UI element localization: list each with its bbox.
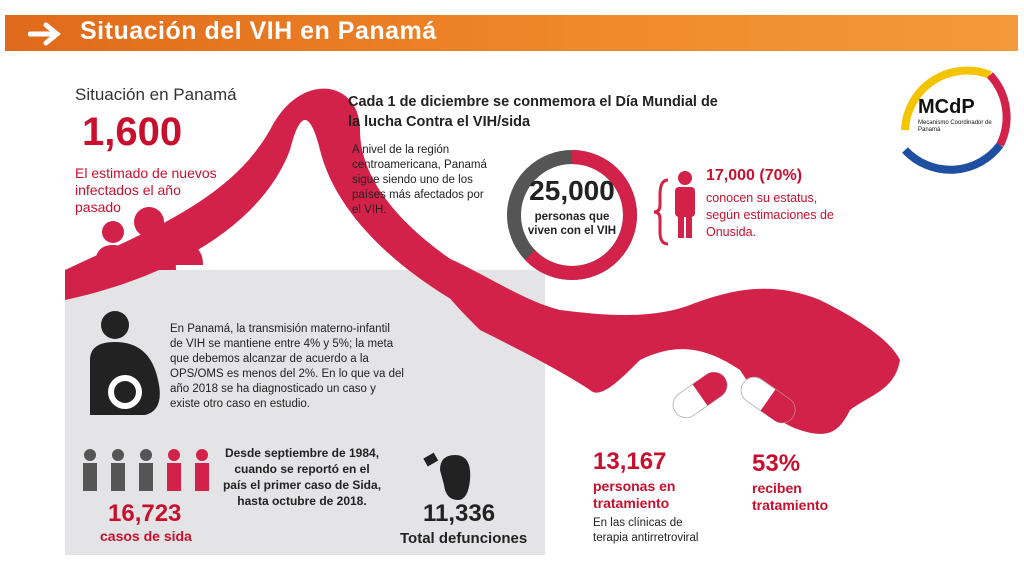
logo-acronym: MCdP (918, 96, 975, 118)
situation-value: 1,600 (82, 110, 183, 154)
aids-cases-caption: casos de sida (100, 528, 192, 544)
treatment-note: En las clínicas de terapia antirretrovir… (593, 517, 699, 544)
logo-name: Mecanismo Coordinador de Panamá (918, 120, 992, 133)
treatment-caption: personas en tratamiento (593, 478, 676, 511)
maternal-text: En Panamá, la transmisión materno-infant… (170, 323, 404, 410)
treatment-value: 13,167 (593, 448, 667, 475)
status-caption: conocen su estatus, según estimaciones d… (706, 191, 834, 239)
world-day-text: Cada 1 de diciembre se conmemora el Día … (348, 94, 718, 130)
header-title: Situación del VIH en Panamá (80, 17, 437, 45)
living-caption: personas que viven con el VIH (527, 211, 617, 237)
treated-share-caption: reciben tratamiento (752, 480, 829, 513)
status-value: 17,000 (70%) (706, 167, 803, 184)
deaths-value: 11,336 (423, 500, 496, 527)
situation-caption: El estimado de nuevos infectados el año … (75, 165, 217, 215)
header-bar (5, 15, 1018, 51)
treated-share-value: 53% (752, 450, 801, 477)
situation-heading: Situación en Panamá (75, 85, 237, 104)
arrow-icon (28, 22, 61, 46)
region-text: A nivel de la región centroamericana, Pa… (352, 144, 487, 216)
since-text: Desde septiembre de 1984, cuando se repo… (222, 446, 382, 508)
aids-cases-value: 16,723 (108, 500, 182, 527)
deaths-caption: Total defunciones (400, 530, 528, 547)
living-value: 25,000 (529, 175, 615, 206)
